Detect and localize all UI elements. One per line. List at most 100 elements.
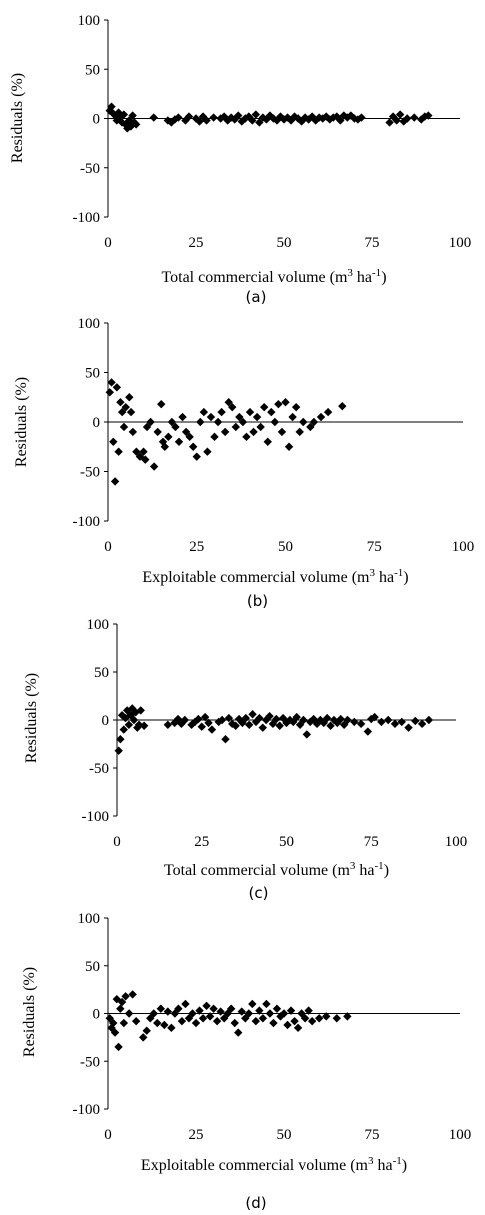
data-point — [403, 114, 412, 123]
data-point — [251, 1016, 261, 1026]
data-point — [255, 118, 264, 127]
panel-label: (c) — [249, 884, 269, 902]
data-point — [424, 715, 434, 725]
data-point — [160, 1020, 169, 1030]
data-point — [357, 113, 366, 122]
data-point — [223, 116, 232, 125]
data-point — [212, 1016, 222, 1026]
data-point — [110, 1028, 120, 1037]
data-point — [251, 110, 261, 119]
data-point — [139, 447, 148, 456]
data-point — [134, 720, 144, 729]
data-point — [263, 437, 272, 446]
data-point — [291, 402, 301, 412]
data-point — [132, 447, 141, 456]
data-point — [163, 116, 173, 125]
data-point — [410, 113, 419, 122]
data-point — [167, 417, 177, 427]
data-point — [157, 399, 166, 409]
x-tick-label: 75 — [364, 834, 379, 850]
data-point — [350, 717, 359, 727]
x-tick-label: 50 — [279, 834, 294, 850]
y-tick-label: 50 — [85, 366, 100, 382]
data-point — [187, 720, 196, 729]
data-point — [295, 720, 305, 729]
data-point — [258, 1014, 268, 1023]
data-point — [164, 432, 173, 442]
data-point — [156, 1004, 165, 1013]
data-point — [119, 110, 129, 119]
data-point — [109, 1018, 118, 1028]
data-point — [244, 1009, 253, 1018]
data-point — [153, 427, 162, 437]
data-point — [190, 717, 200, 727]
data-point — [338, 401, 347, 411]
data-point — [114, 108, 123, 117]
data-point — [270, 417, 280, 427]
data-point — [224, 713, 234, 723]
data-point — [299, 417, 308, 427]
data-point — [332, 112, 341, 121]
data-point — [275, 721, 284, 730]
y-tick-label: -50 — [80, 465, 100, 481]
x-tick-label: 100 — [452, 539, 475, 555]
data-point — [125, 393, 134, 402]
x-tick-label: 50 — [277, 235, 292, 251]
data-point — [248, 116, 257, 125]
y-tick-label: -100 — [73, 1102, 101, 1118]
panel-label: (d) — [245, 1194, 266, 1212]
data-point — [139, 1033, 148, 1042]
data-point — [252, 412, 262, 422]
data-point — [260, 402, 269, 412]
data-point — [256, 422, 265, 432]
data-point — [118, 407, 127, 417]
data-point — [265, 1009, 275, 1018]
data-point — [286, 1006, 296, 1015]
data-point — [110, 477, 120, 486]
data-point — [194, 714, 203, 724]
x-tick-label: 25 — [189, 1127, 204, 1143]
data-point — [288, 412, 297, 422]
data-point — [284, 442, 294, 451]
data-point — [105, 388, 114, 397]
data-point — [363, 727, 373, 736]
data-point — [343, 1012, 352, 1021]
data-point — [204, 718, 213, 728]
y-tick-label: 100 — [78, 316, 101, 332]
data-point — [283, 1020, 292, 1030]
data-point — [107, 102, 116, 111]
data-point — [126, 711, 135, 720]
y-tick-label: -50 — [80, 1054, 100, 1070]
data-point — [199, 407, 209, 417]
data-point — [248, 999, 257, 1009]
x-tick-label: 75 — [365, 1127, 380, 1143]
data-point — [242, 432, 251, 442]
data-point — [129, 715, 139, 725]
data-point — [384, 715, 393, 725]
data-point — [185, 432, 194, 442]
data-point — [133, 723, 142, 732]
data-point — [304, 1006, 313, 1015]
data-point — [249, 427, 258, 437]
data-point — [234, 714, 244, 724]
data-point — [191, 1018, 201, 1028]
data-point — [124, 1009, 134, 1018]
data-point — [245, 407, 255, 417]
data-point — [202, 116, 211, 125]
data-point — [180, 715, 189, 725]
data-point — [178, 412, 187, 422]
data-point — [202, 1001, 211, 1011]
data-point — [269, 1018, 278, 1028]
data-point — [177, 719, 186, 729]
data-point — [230, 1018, 239, 1028]
x-tick-label: 0 — [113, 834, 121, 850]
data-point — [411, 716, 420, 726]
x-axis-title: Exploitable commercial volume (m3 ha-1) — [142, 567, 408, 586]
data-point — [231, 721, 240, 730]
data-point — [141, 455, 150, 464]
data-point — [124, 720, 134, 729]
data-point — [149, 113, 158, 122]
data-point — [119, 1018, 129, 1028]
data-point — [404, 723, 413, 732]
